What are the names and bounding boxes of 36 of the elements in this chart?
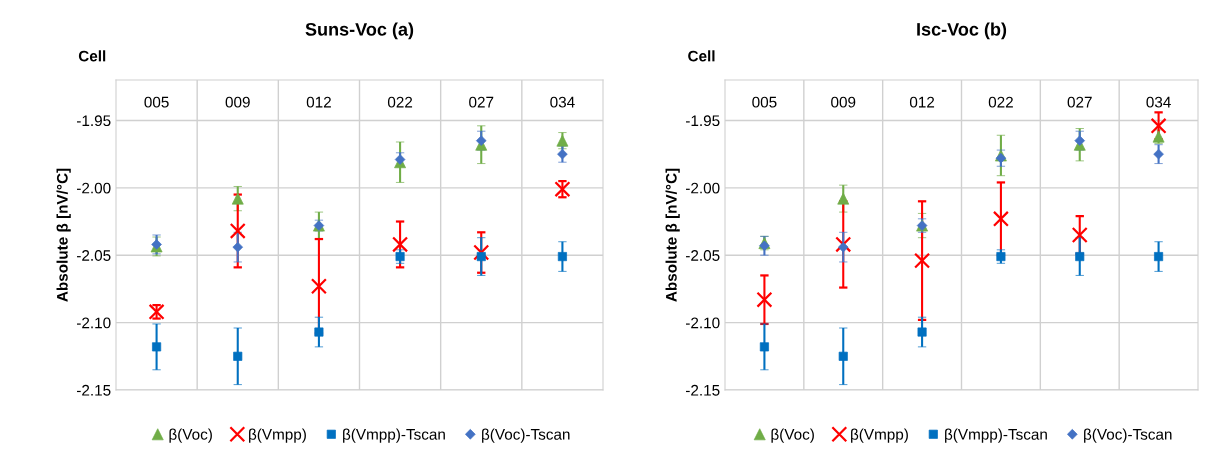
x-tick-label: 022 [988, 96, 1013, 108]
legend-label: β(Voc)-Tscan [482, 428, 570, 443]
x-tick-label: 005 [144, 96, 169, 108]
x-tick-label: 034 [1146, 96, 1171, 108]
y-tick-label: -2.05 [686, 250, 720, 261]
y-axis-title: Absolute β [nV/°C] [665, 168, 680, 302]
legend-label: β(Voc) [169, 428, 212, 443]
y-tick-label: -1.95 [686, 115, 720, 127]
y-tick-label: -2.10 [77, 317, 111, 329]
x-tick-label: 005 [752, 96, 777, 108]
x-tick-label: 022 [387, 96, 413, 108]
text: Cell [78, 50, 106, 62]
x-tick-label: 012 [909, 96, 935, 108]
y-tick-label: -2.15 [686, 384, 720, 396]
chart-title: Isc-Voc (b) [917, 22, 1007, 40]
legend-label: β(Vmpp)-Tscan [343, 428, 445, 443]
y-tick-label: -1.95 [77, 115, 111, 127]
x-tick-label: 012 [306, 96, 331, 108]
legend-label: β(Vmpp)-Tscan [945, 428, 1047, 443]
chart-title: Suns-Voc (a) [305, 22, 414, 40]
legend-label: β(Vmpp) [851, 428, 908, 443]
y-tick-label: -2.05 [77, 250, 111, 261]
text: Cell [688, 50, 715, 62]
x-tick-label: 009 [225, 96, 250, 108]
y-tick-label: -2.10 [686, 317, 720, 329]
x-tick-label: 027 [469, 96, 494, 108]
x-tick-label: 027 [1067, 96, 1092, 108]
x-tick-label: 009 [831, 96, 856, 108]
y-tick-label: -2.15 [77, 384, 111, 396]
x-tick-label: 034 [550, 96, 575, 108]
legend-label: β(Voc)-Tscan [1084, 428, 1172, 443]
legend-label: β(Vmpp) [249, 428, 306, 443]
y-tick-label: -2.00 [77, 182, 111, 194]
y-tick-label: -2.00 [686, 182, 720, 194]
legend-label: β(Voc) [771, 428, 814, 443]
y-axis-title: Absolute β [nV/°C] [56, 168, 71, 302]
